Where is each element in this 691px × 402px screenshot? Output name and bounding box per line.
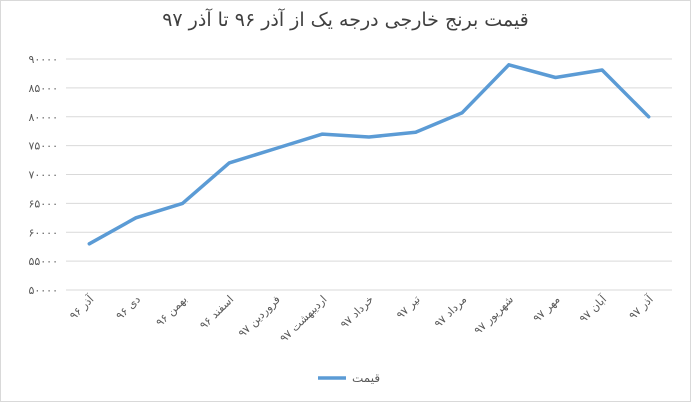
gridlines <box>66 58 672 291</box>
x-tick-label: بهمن ۹۶ <box>153 293 189 329</box>
data-point <box>553 75 557 79</box>
x-tick-label: آبان ۹۷ <box>576 292 610 326</box>
x-tick-label: فروردین ۹۷ <box>236 293 283 340</box>
y-tick-label: ۶۰۰۰۰ <box>28 226 58 239</box>
chart-title: قیمت برنج خارجی درجه یک از آذر ۹۶ تا آذر… <box>162 9 529 31</box>
x-tick-label: دی ۹۶ <box>113 293 143 323</box>
x-tick-label: مهر ۹۷ <box>531 293 563 325</box>
y-tick-label: ۶۵۰۰۰ <box>28 197 58 210</box>
y-tick-label: ۷۵۰۰۰ <box>28 140 58 153</box>
data-point <box>647 115 651 119</box>
data-point <box>320 132 324 136</box>
data-point <box>134 216 138 220</box>
x-tick-label: آذر ۹۷ <box>626 292 657 323</box>
data-point <box>87 242 91 246</box>
data-point <box>367 135 371 139</box>
y-tick-label: ۸۰۰۰۰ <box>28 111 58 124</box>
x-tick-label: شهریور ۹۷ <box>472 293 516 337</box>
y-tick-label: ۷۰۰۰۰ <box>28 169 58 182</box>
x-tick-label: آذر ۹۶ <box>66 292 97 323</box>
y-tick-label: ۵۵۰۰۰ <box>28 255 58 268</box>
legend: قیمت <box>318 371 380 385</box>
x-tick-label: خرداد ۹۷ <box>338 293 376 331</box>
x-tick-label: تیر ۹۷ <box>394 293 423 322</box>
data-point <box>181 201 185 205</box>
series-layer <box>87 63 651 246</box>
y-tick-label: ۵۰۰۰۰ <box>28 284 58 297</box>
x-tick-label: اسفند ۹۶ <box>197 293 236 332</box>
series-line <box>87 63 651 246</box>
data-point <box>507 63 511 67</box>
legend-label: قیمت <box>352 371 380 385</box>
y-axis-ticks: ۵۰۰۰۰ ۵۵۰۰۰ ۶۰۰۰۰ ۶۵۰۰۰ ۷۰۰۰۰ ۷۵۰۰۰ ۸۰۰۰۰ ۸۵۰۰۰… <box>28 53 58 297</box>
x-tick-label: اردیبهشت ۹۷ <box>277 293 329 345</box>
data-point <box>600 68 604 72</box>
y-tick-label: ۹۰۰۰۰ <box>28 53 58 66</box>
data-point <box>460 111 464 115</box>
y-tick-label: ۸۵۰۰۰ <box>28 82 58 95</box>
data-point <box>414 130 418 134</box>
data-point <box>227 161 231 165</box>
data-point <box>274 147 278 151</box>
x-tick-label: مرداد ۹۷ <box>432 293 470 331</box>
